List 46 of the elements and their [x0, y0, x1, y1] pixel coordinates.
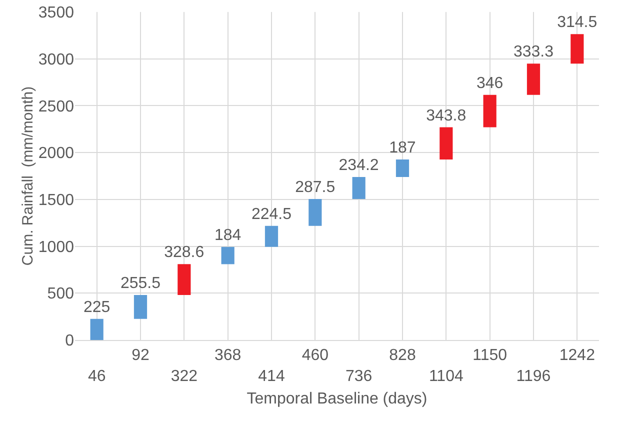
bar [526, 64, 540, 95]
x-tick-label: 322 [170, 368, 198, 385]
data-label: 255.5 [120, 274, 161, 292]
data-label: 184 [214, 226, 242, 244]
data-label: 287.5 [295, 178, 336, 196]
data-label: 333.3 [513, 44, 554, 61]
x-axis-title: Temporal Baseline (days) [246, 390, 428, 408]
x-tick-label: 414 [258, 368, 285, 385]
x-tick-label: 46 [88, 368, 106, 385]
bar [90, 318, 104, 340]
data-label: 314.5 [557, 14, 598, 32]
bar [178, 264, 191, 295]
x-tick-label: 1242 [559, 347, 596, 364]
bar [221, 246, 234, 264]
bar [570, 34, 584, 64]
y-tick-label: 1000 [38, 238, 74, 256]
data-label: 225 [83, 298, 110, 316]
x-tick-label: 736 [345, 368, 372, 385]
bar [483, 94, 496, 128]
data-label: 234.2 [338, 157, 379, 174]
x-tick-label: 1196 [516, 368, 551, 385]
y-tick-label: 0 [65, 332, 74, 350]
bar [440, 127, 453, 160]
x-tick-label: 92 [132, 347, 150, 364]
bar [308, 198, 322, 226]
bar [352, 177, 366, 199]
y-axis-title: Cum. Rainfall (mm/month) [19, 86, 36, 266]
y-tick-label: 3500 [38, 4, 74, 22]
data-label: 328.6 [164, 244, 204, 262]
y-tick-label: 1500 [38, 192, 74, 210]
y-tick-label: 500 [47, 286, 74, 303]
x-tick-label: 1104 [428, 368, 464, 385]
x-tick-label: 368 [214, 347, 242, 364]
x-tick-label: 460 [302, 347, 329, 364]
data-label: 187 [389, 139, 416, 156]
y-tick-label: 3000 [38, 51, 74, 68]
x-tick-label: 828 [389, 347, 416, 364]
data-label: 224.5 [251, 206, 292, 223]
x-tick-label: 1150 [472, 347, 508, 364]
y-tick-label: 2500 [38, 98, 74, 116]
bar [396, 159, 410, 177]
data-label: 346 [476, 74, 504, 92]
y-tick-label: 2000 [38, 145, 74, 162]
bar [264, 226, 278, 247]
bar [134, 294, 148, 319]
data-label: 343.8 [426, 107, 466, 124]
